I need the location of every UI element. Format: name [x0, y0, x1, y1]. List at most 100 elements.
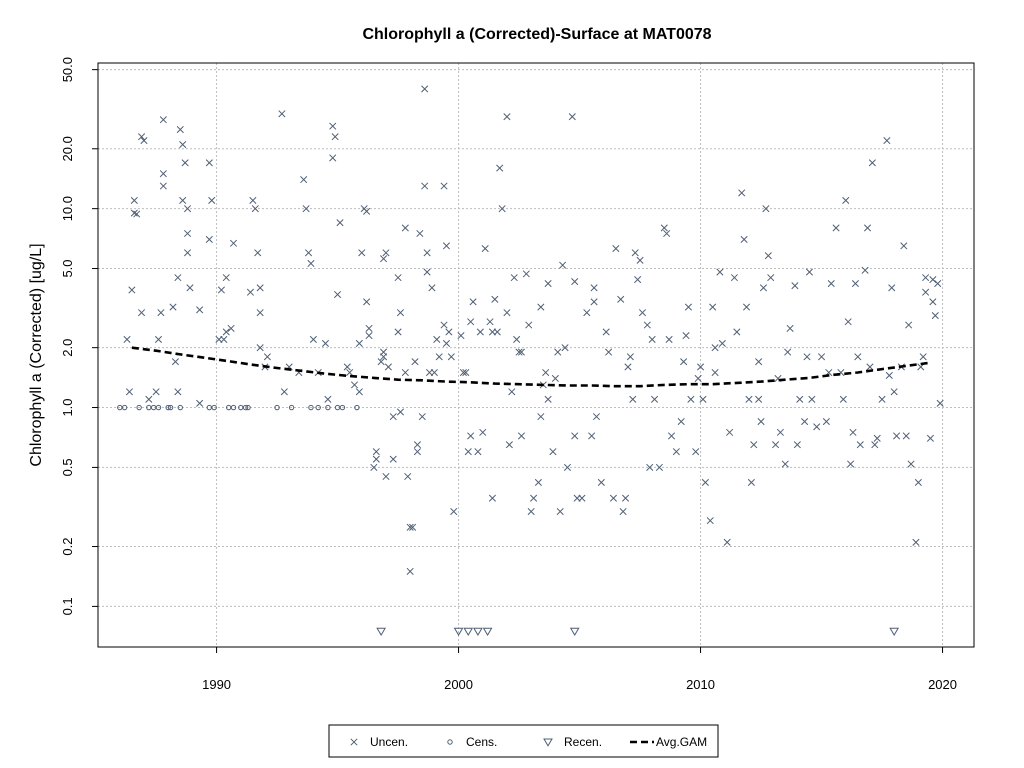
uncensored-point: [544, 395, 552, 403]
uncensored-point: [423, 249, 431, 257]
legend-label: Uncen.: [370, 735, 408, 749]
uncensored-point: [914, 478, 922, 487]
uncensored-point: [723, 538, 731, 546]
uncensored-point: [183, 229, 192, 238]
uncensored-point: [667, 432, 676, 440]
censored-point: [136, 404, 142, 411]
uncensored-point: [786, 324, 794, 332]
uncensored-point: [856, 441, 864, 449]
uncensored-point: [372, 448, 380, 456]
uncensored-point: [413, 441, 421, 449]
uncensored-point: [440, 321, 448, 329]
uncensored-point: [229, 239, 238, 247]
uncensored-point: [922, 274, 930, 282]
uncensored-point: [706, 517, 714, 525]
uncensored-point: [125, 388, 134, 396]
uncensored-point: [331, 133, 339, 141]
x-tick-label: 2020: [928, 677, 957, 692]
recensored-point: [473, 627, 483, 637]
uncensored-point: [801, 418, 809, 426]
y-tick-label: 20.0: [60, 136, 75, 161]
uncensored-point: [467, 432, 475, 440]
legend-label: Cens.: [466, 735, 497, 749]
uncensored-point: [503, 113, 511, 121]
uncensored-point: [651, 395, 659, 403]
x-tick-label: 1990: [202, 677, 231, 692]
censored-point: [274, 404, 280, 411]
uncensored-point: [145, 395, 153, 403]
uncensored-point: [803, 353, 811, 361]
uncensored-point: [781, 460, 789, 468]
uncensored-point: [537, 413, 545, 421]
uncensored-point: [382, 472, 390, 481]
legend: Uncen. Cens. Recen. Avg.GAM: [328, 724, 719, 758]
uncensored-point: [793, 441, 801, 449]
uncensored-point: [847, 460, 855, 468]
uncensored-point: [510, 274, 518, 282]
uncensored-point: [696, 363, 705, 371]
uncensored-point: [631, 249, 639, 257]
uncensored-point: [186, 284, 194, 292]
uncensored-point: [844, 318, 852, 326]
uncensored-point: [767, 274, 775, 282]
uncensored-point: [556, 507, 564, 516]
uncensored-point: [684, 303, 693, 311]
y-tick-label: 0.1: [60, 597, 75, 615]
recensored-point: [569, 627, 580, 637]
uncensored-point: [181, 159, 189, 167]
uncensored-point: [813, 423, 821, 431]
uncensored-point: [750, 441, 758, 449]
recensored-point: [453, 627, 464, 637]
uncensored-point: [612, 245, 620, 253]
uncensored-point: [251, 205, 259, 213]
uncensored-point: [179, 141, 187, 149]
y-tick-label: 0.2: [60, 537, 75, 555]
uncensored-point: [588, 432, 596, 440]
uncensored-point: [396, 408, 405, 416]
uncensored-point: [525, 321, 533, 329]
y-tick-label: 1.0: [60, 398, 75, 416]
uncensored-point: [171, 358, 179, 366]
uncensored-point: [660, 224, 668, 232]
uncensored-point: [159, 116, 167, 124]
uncensored-point: [888, 284, 896, 292]
censored-point: [177, 404, 183, 411]
uncensored-point: [590, 298, 598, 306]
uncensored-point: [839, 395, 847, 403]
uncensored-point: [343, 363, 351, 371]
data-points: [117, 85, 944, 637]
uncensored-point: [563, 463, 572, 471]
uncensored-point: [517, 432, 526, 440]
uncensored-point: [222, 274, 230, 282]
plot-frame: [97, 62, 975, 648]
uncensored-point: [699, 395, 707, 403]
uncensored-point: [602, 328, 610, 336]
uncensored-point: [619, 507, 627, 516]
uncensored-point: [805, 268, 814, 276]
uncensored-point: [263, 353, 271, 361]
uncensored-point: [873, 434, 881, 442]
uncensored-point: [726, 428, 734, 436]
uncensored-point: [621, 494, 630, 502]
uncensored-point: [643, 321, 651, 329]
legend-cens-icon: [447, 739, 453, 745]
uncensored-point: [411, 358, 419, 366]
uncensored-point: [912, 538, 920, 546]
uncensored-point: [559, 261, 567, 269]
uncensored-point: [496, 164, 504, 172]
uncensored-point: [363, 207, 371, 215]
uncensored-point: [554, 348, 562, 356]
uncensored-point: [551, 374, 559, 383]
uncensored-point: [568, 113, 576, 121]
uncensored-point: [682, 332, 690, 340]
uncensored-point: [505, 441, 513, 449]
censored-point: [354, 404, 360, 411]
uncensored-point: [919, 353, 927, 361]
uncensored-point: [176, 125, 184, 134]
censored-point: [165, 404, 171, 411]
uncensored-point: [249, 196, 257, 204]
uncensored-point: [796, 395, 804, 403]
avg-gam-line: [131, 346, 931, 388]
uncensored-point: [701, 478, 709, 487]
